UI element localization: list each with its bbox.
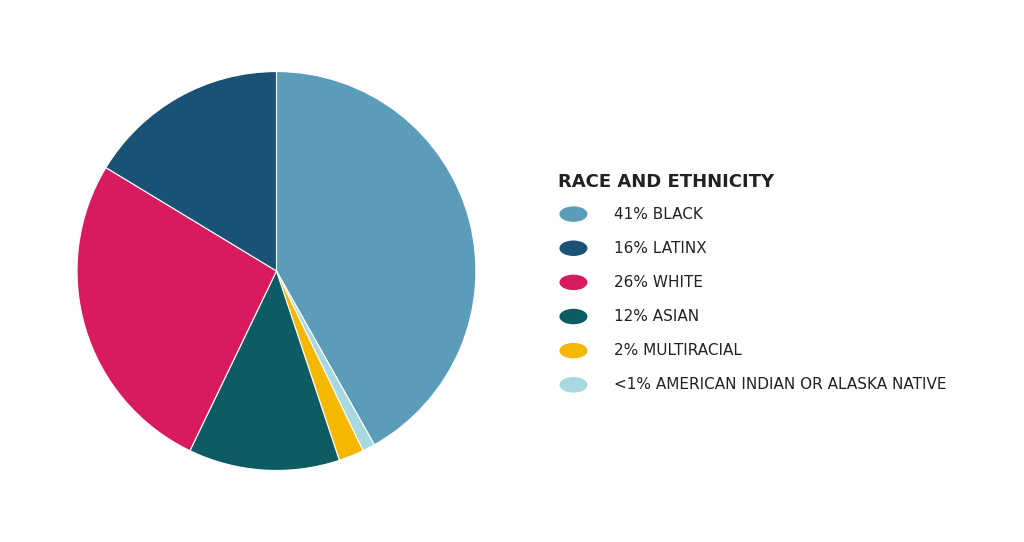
Text: 12% ASIAN: 12% ASIAN [614,309,699,324]
Wedge shape [189,271,339,470]
Wedge shape [276,271,375,451]
Circle shape [560,207,587,221]
Text: RACE AND ETHNICITY: RACE AND ETHNICITY [558,173,774,191]
Circle shape [560,275,587,289]
Text: 16% LATINX: 16% LATINX [614,241,708,256]
Text: 41% BLACK: 41% BLACK [614,207,703,222]
Wedge shape [276,72,476,445]
Wedge shape [77,167,276,451]
Circle shape [560,344,587,358]
Text: <1% AMERICAN INDIAN OR ALASKA NATIVE: <1% AMERICAN INDIAN OR ALASKA NATIVE [614,377,947,392]
Circle shape [560,241,587,255]
Text: 2% MULTIRACIAL: 2% MULTIRACIAL [614,343,742,358]
Circle shape [560,309,587,324]
Wedge shape [276,271,364,460]
Text: 26% WHITE: 26% WHITE [614,275,703,290]
Wedge shape [105,72,276,271]
Circle shape [560,378,587,392]
